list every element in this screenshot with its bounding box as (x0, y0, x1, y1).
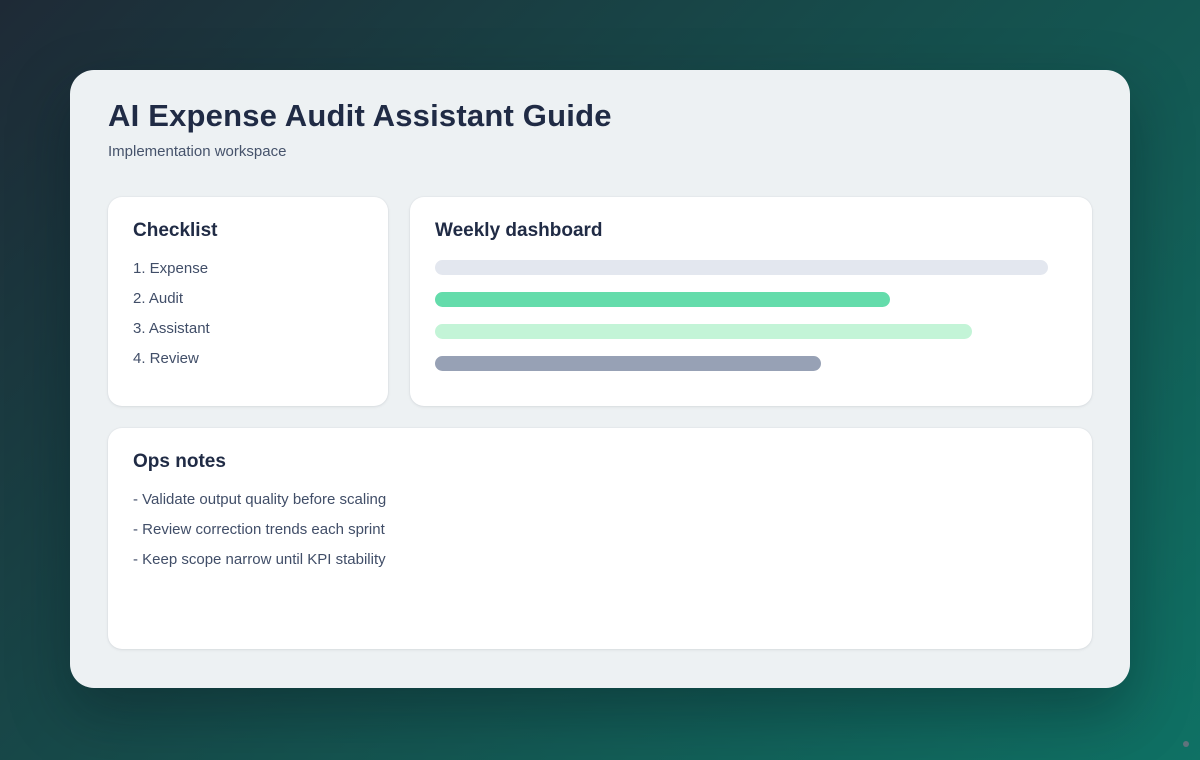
ops-note-item: - Validate output quality before scaling (133, 491, 387, 508)
checklist-title: Checklist (133, 220, 218, 241)
progress-bar-slate (435, 356, 821, 371)
progress-bar-track (435, 260, 1049, 275)
ops-note-item: - Review correction trends each sprint (133, 521, 385, 538)
page-subtitle: Implementation workspace (108, 143, 287, 160)
progress-bar-green (435, 292, 891, 307)
cards-row: Checklist 1. Expense 2. Audit 3. Assista… (108, 197, 1092, 406)
checklist-item: 4. Review (133, 350, 199, 367)
bar-chart (435, 260, 1067, 371)
progress-bar-mint (435, 324, 973, 339)
ops-notes-items: - Validate output quality before scaling… (133, 485, 1067, 575)
ops-note-item: - Keep scope narrow until KPI stability (133, 551, 386, 568)
checklist-item: 2. Audit (133, 290, 184, 307)
checklist-item: 1. Expense (133, 260, 209, 277)
page-title: AI Expense Audit Assistant Guide (108, 98, 612, 133)
dashboard-card: Weekly dashboard (410, 197, 1092, 406)
checklist-item: 3. Assistant (133, 320, 210, 337)
checklist-card: Checklist 1. Expense 2. Audit 3. Assista… (108, 197, 388, 406)
ops-notes-title: Ops notes (133, 451, 226, 472)
background-speck (1183, 741, 1189, 747)
workspace-panel: AI Expense Audit Assistant Guide Impleme… (70, 70, 1130, 688)
ops-notes-card: Ops notes - Validate output quality befo… (108, 428, 1092, 649)
dashboard-title: Weekly dashboard (435, 220, 603, 241)
checklist-items: 1. Expense 2. Audit 3. Assistant 4. Revi… (133, 254, 363, 374)
